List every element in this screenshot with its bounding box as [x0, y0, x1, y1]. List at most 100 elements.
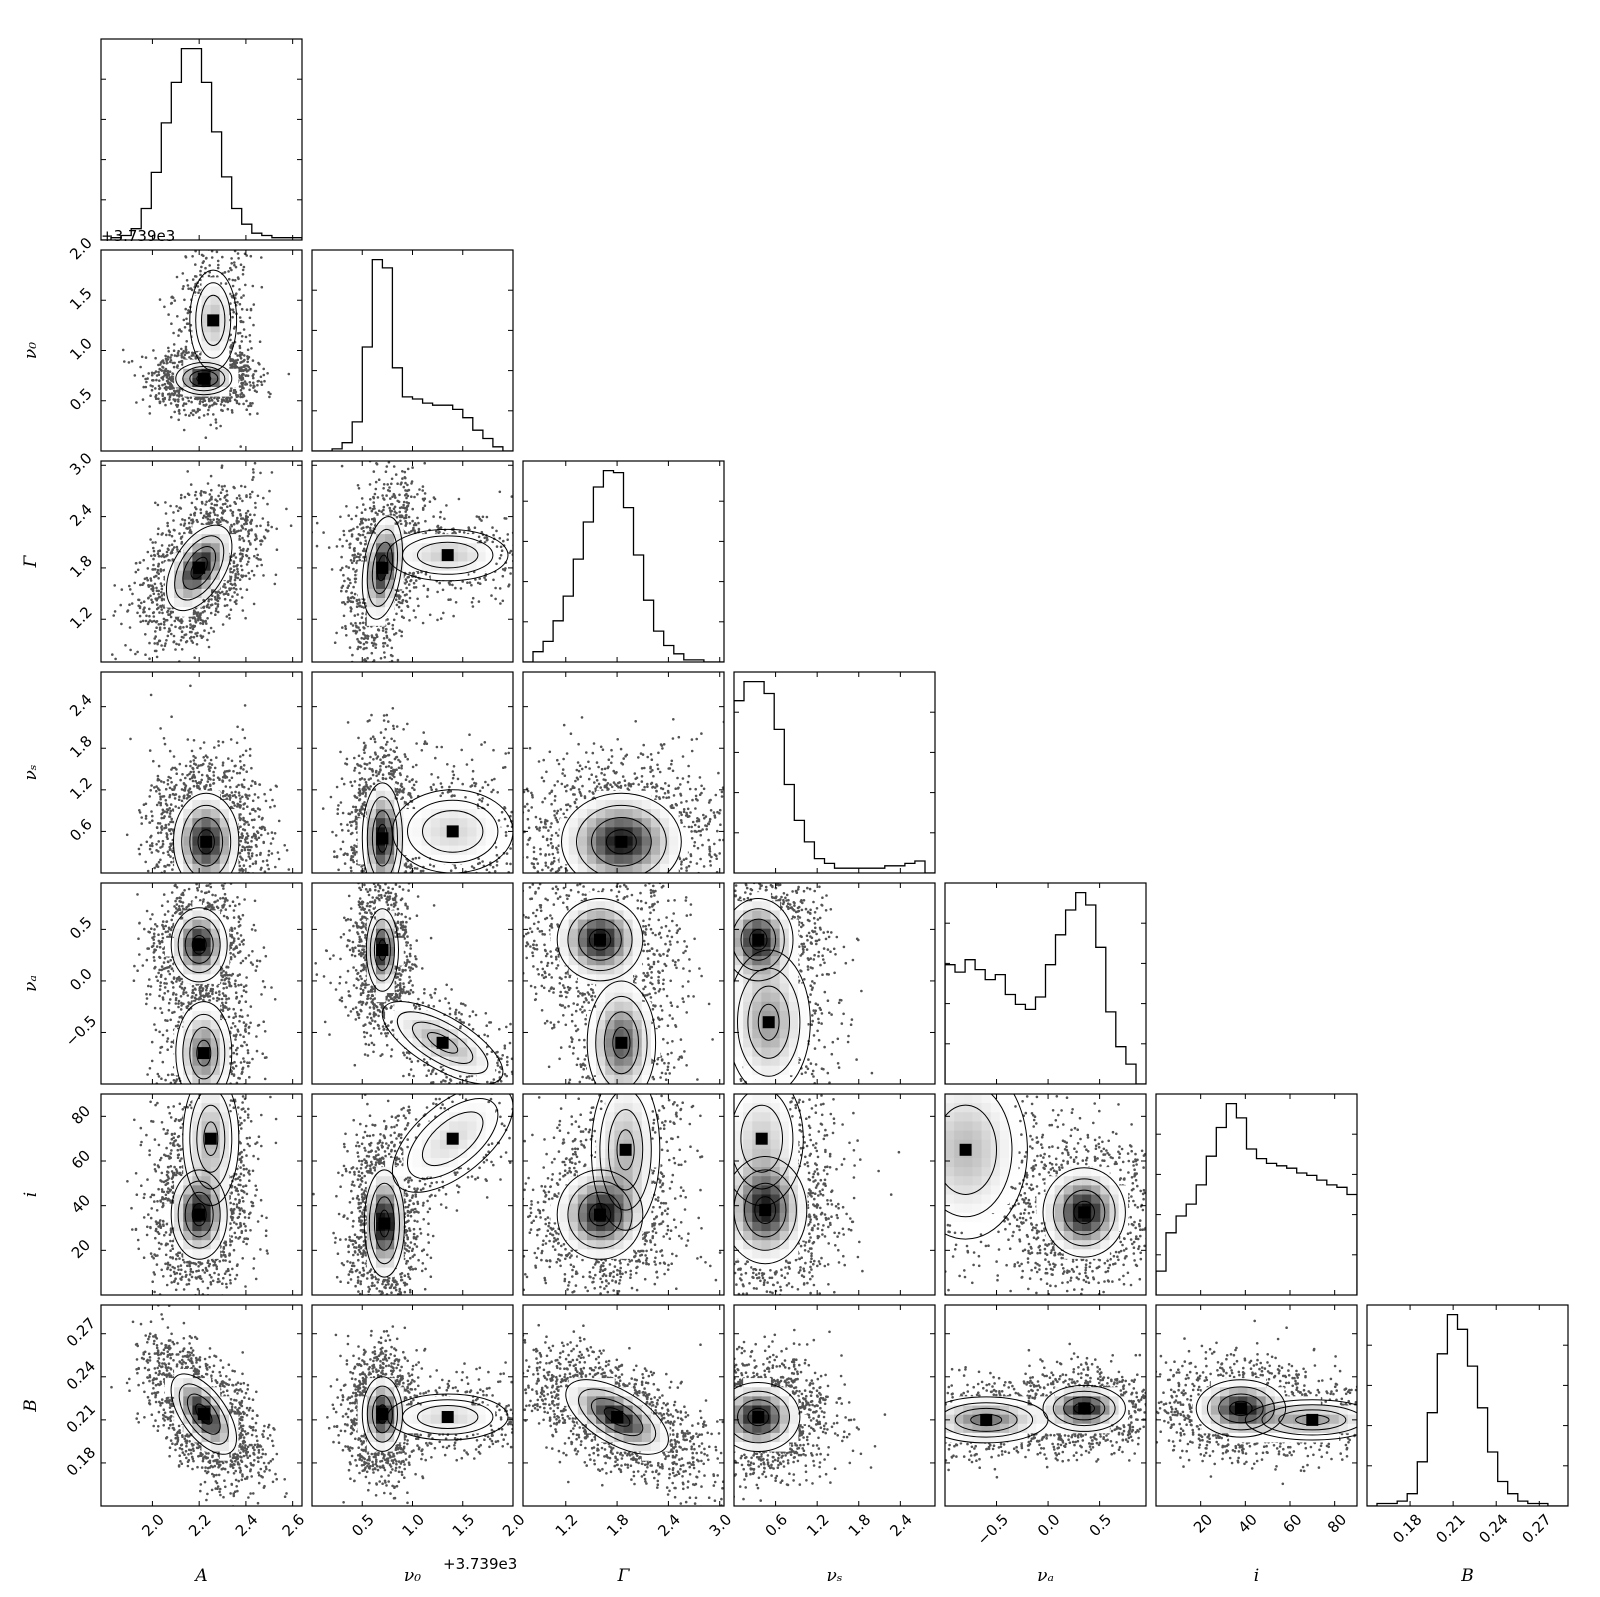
y-tick-label-i: 40: [68, 1191, 94, 1217]
contour: [749, 928, 768, 951]
density-peak: [193, 938, 206, 951]
contour: [590, 1094, 661, 1231]
x-offset-label: +3.739e3: [443, 1555, 517, 1573]
y-tick-label-nu0: 2.0: [66, 234, 96, 264]
contour: [189, 1026, 219, 1080]
panel-frame-B-B: [1366, 1304, 1569, 1507]
density-nu0-i: [312, 1094, 513, 1295]
panel-frame-A-i: [100, 1093, 303, 1296]
panel-frame-nu0-nua: [311, 882, 514, 1085]
histogram-nua: [945, 891, 1146, 1084]
contour: [1195, 1379, 1287, 1438]
contour: [407, 799, 499, 864]
y-axis-label-Gamma: Γ: [21, 554, 41, 568]
x-axis-label-A: A: [193, 1566, 207, 1586]
contour: [754, 1196, 777, 1224]
density-peak: [200, 835, 213, 848]
density-peak: [376, 832, 389, 845]
x-axis-label-nu0: ν₀: [404, 1566, 421, 1586]
contour: [586, 980, 657, 1084]
contour: [189, 1094, 233, 1190]
density-peak: [1306, 1413, 1319, 1426]
x-tick-label-Gamma: 3.0: [706, 1510, 736, 1540]
density-nua-B: [945, 1342, 1146, 1479]
density-i-B: [1156, 1319, 1357, 1486]
x-tick-label-nua: 0.0: [1034, 1510, 1064, 1540]
density-peak: [1234, 1402, 1247, 1415]
contour: [172, 792, 240, 873]
contour: [175, 362, 233, 396]
contour: [396, 1011, 489, 1075]
y-offset-label: +3.739e3: [101, 227, 175, 245]
panel-frame-i-B: [1155, 1304, 1358, 1507]
x-axis-label-Gamma: Γ: [617, 1566, 631, 1586]
density-peak: [759, 1204, 772, 1217]
density-A-Gamma: [111, 461, 293, 662]
density-Gamma-i: [523, 1094, 722, 1295]
contour: [391, 789, 513, 873]
panel-frame-A-nua: [100, 882, 303, 1085]
contour: [561, 792, 682, 873]
panel-frame-A-Gamma: [100, 460, 303, 663]
histogram-Gamma: [523, 469, 724, 662]
histogram-nus: [734, 680, 935, 873]
density-peak: [752, 933, 765, 946]
density-peak: [446, 1132, 459, 1145]
panel-frame-Gamma-nua: [522, 882, 725, 1085]
histogram-A: [101, 47, 302, 240]
density-peak: [615, 835, 628, 848]
density-nu0-B: [326, 1325, 513, 1505]
density-peak: [615, 1036, 628, 1049]
contour: [366, 796, 399, 873]
y-tick-label-nus: 1.2: [66, 774, 96, 804]
density-nu0-nus: [321, 707, 513, 873]
density-nus-nua: [734, 883, 874, 1084]
panel-frame-Gamma-nus: [522, 671, 725, 874]
contour: [1229, 1400, 1253, 1417]
contour: [737, 967, 801, 1077]
contour: [608, 1109, 644, 1191]
y-tick-label-i: 60: [68, 1146, 94, 1172]
scatter-points: [312, 1094, 513, 1295]
density-peak: [378, 1217, 391, 1230]
contour: [945, 1094, 1028, 1240]
density-nu0-Gamma: [312, 461, 513, 662]
contour: [578, 1191, 622, 1238]
contour: [603, 1011, 640, 1075]
contour: [567, 1180, 633, 1249]
contour: [945, 1402, 1034, 1438]
panel-frame-Gamma-B: [522, 1304, 725, 1507]
y-tick-label-B: 0.24: [63, 1357, 99, 1393]
contour: [361, 1376, 404, 1452]
contour: [1244, 1399, 1357, 1441]
density-peak: [376, 944, 389, 956]
density-nus-i: [734, 1094, 901, 1295]
histogram-line-nua: [945, 891, 1146, 1084]
x-tick-label-B: 0.24: [1475, 1510, 1511, 1546]
contour: [182, 1013, 226, 1084]
contour: [363, 1169, 406, 1278]
density-peak: [959, 1143, 972, 1156]
contour: [366, 528, 399, 607]
density-peak: [1078, 1206, 1091, 1219]
contour: [556, 898, 644, 982]
histogram-i: [1156, 1102, 1357, 1295]
y-tick-label-nus: 2.4: [66, 690, 96, 720]
panel-frame-nus-B: [733, 1304, 936, 1507]
x-axis-label-B: B: [1460, 1566, 1474, 1586]
density-peak: [197, 372, 210, 385]
contour: [578, 918, 622, 961]
y-axis-label-nua: νₐ: [21, 975, 41, 992]
y-tick-label-nu0: 0.5: [66, 385, 96, 415]
contour: [386, 1393, 509, 1441]
contour: [402, 535, 494, 575]
contour: [196, 1039, 212, 1067]
contour: [612, 1026, 631, 1059]
x-tick-label-A: 2.6: [279, 1510, 309, 1540]
density-grid: [734, 1094, 808, 1268]
density-peak: [1078, 1402, 1091, 1415]
density-grid: [559, 790, 688, 873]
density-peak: [755, 1132, 768, 1145]
contour: [954, 1407, 1018, 1432]
